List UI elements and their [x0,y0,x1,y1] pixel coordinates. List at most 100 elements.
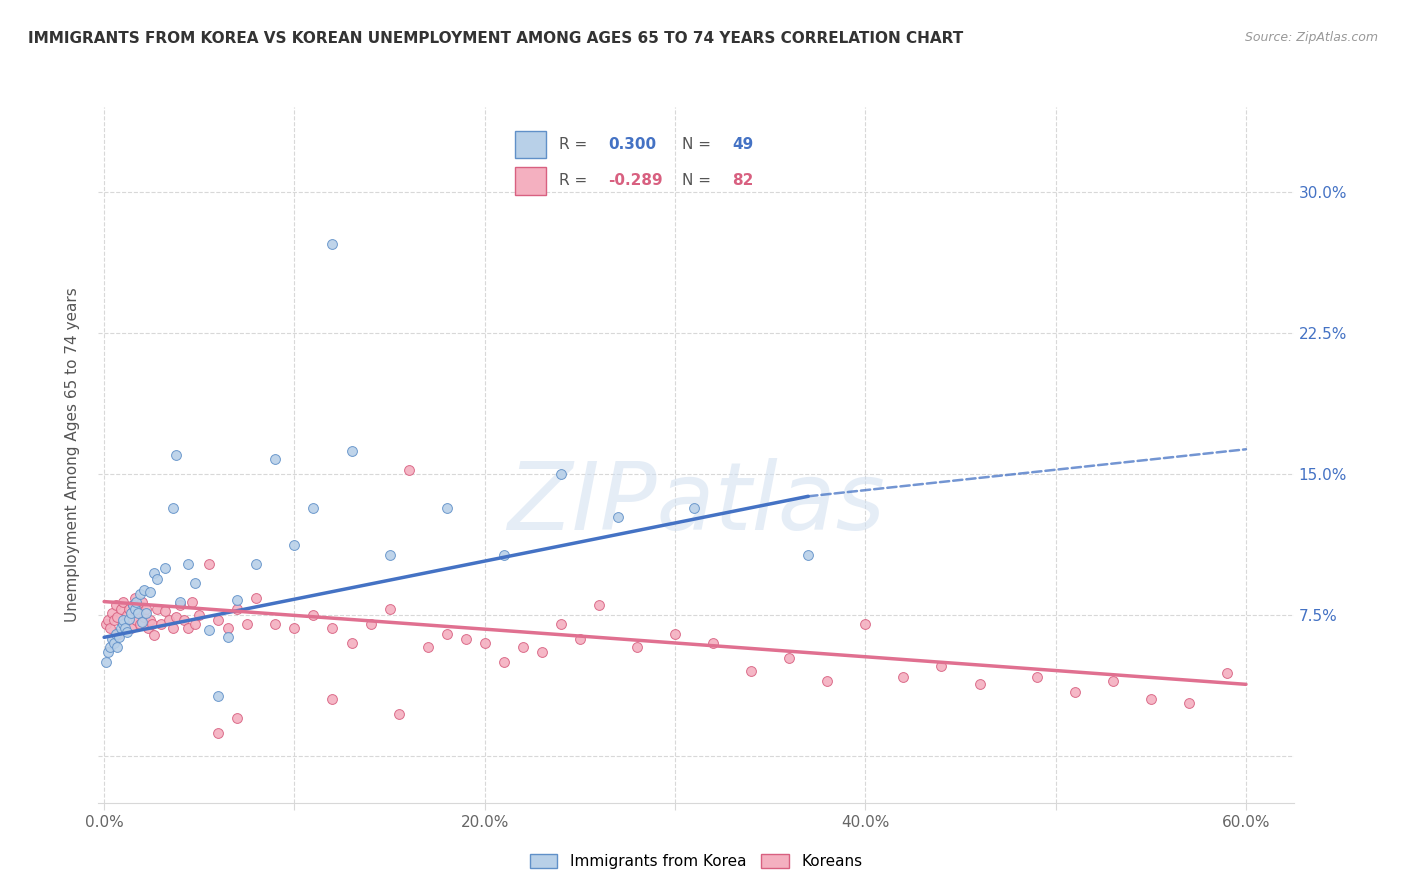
Point [127,606,149,620]
Text: R =: R = [558,173,586,188]
Point [360,617,382,632]
Text: R =: R = [558,137,586,153]
Point [139,585,162,599]
Point [207,726,229,740]
Text: N =: N = [682,173,711,188]
Point [388,707,411,722]
Point [136,621,159,635]
Point [245,557,267,571]
Point [132,609,155,624]
Point [118,611,141,625]
Point [139,614,162,628]
Point [110,621,132,635]
Point [474,636,496,650]
Point [184,617,207,632]
Point [94,617,117,632]
Point [142,566,165,581]
Point [492,548,515,562]
Text: ZIPatlas: ZIPatlas [508,458,884,549]
Point [112,614,135,628]
FancyBboxPatch shape [516,168,547,194]
Point [180,594,202,608]
Point [302,500,325,515]
Point [150,617,173,632]
Point [141,617,163,632]
Point [198,557,221,571]
Point [398,463,420,477]
Point [120,621,142,635]
Point [378,548,401,562]
Point [125,614,148,628]
Point [778,651,800,665]
Point [104,599,127,613]
Point [245,591,267,605]
Point [100,632,122,647]
Point [177,557,200,571]
Point [169,599,191,613]
Text: IMMIGRANTS FROM KOREA VS KOREAN UNEMPLOYMENT AMONG AGES 65 TO 74 YEARS CORRELATI: IMMIGRANTS FROM KOREA VS KOREAN UNEMPLOY… [28,31,963,46]
Text: N =: N = [682,137,711,153]
Point [107,609,129,624]
Point [188,607,211,622]
Point [115,624,138,639]
Point [815,673,838,688]
Point [207,689,229,703]
Point [264,617,287,632]
Point [1216,666,1239,681]
Point [146,602,169,616]
Point [97,645,120,659]
Point [1101,673,1123,688]
Point [321,621,343,635]
Point [454,632,477,647]
Point [530,645,553,659]
Point [1063,685,1085,699]
Point [121,599,143,613]
Text: Source: ZipAtlas.com: Source: ZipAtlas.com [1244,31,1378,45]
Point [378,602,401,616]
Point [740,664,762,678]
Point [165,448,187,462]
Point [283,538,305,552]
Point [132,583,155,598]
Point [100,606,122,620]
Point [436,626,458,640]
Point [683,500,706,515]
Point [969,677,991,691]
Point [283,621,305,635]
Point [103,636,125,650]
Point [492,655,515,669]
Point [226,602,249,616]
Point [131,615,153,630]
Point [115,607,138,622]
Point [198,623,221,637]
Point [550,617,572,632]
Point [416,640,439,654]
Point [169,594,191,608]
Point [129,617,152,632]
Point [217,630,239,644]
Point [142,628,165,642]
Point [135,602,157,616]
Point [104,626,127,640]
FancyBboxPatch shape [516,131,547,158]
Point [110,602,132,616]
Text: 0.300: 0.300 [609,137,657,153]
Point [118,602,141,616]
Point [207,614,229,628]
Text: 49: 49 [733,137,754,153]
Point [588,599,610,613]
Point [131,594,153,608]
Point [129,587,152,601]
Point [127,602,149,616]
Point [550,467,572,481]
Point [340,636,363,650]
Point [236,617,259,632]
Point [153,604,176,618]
Point [340,444,363,458]
Point [893,670,915,684]
Point [114,621,136,635]
Point [184,575,207,590]
Point [931,658,953,673]
Point [853,617,876,632]
Point [177,621,200,635]
